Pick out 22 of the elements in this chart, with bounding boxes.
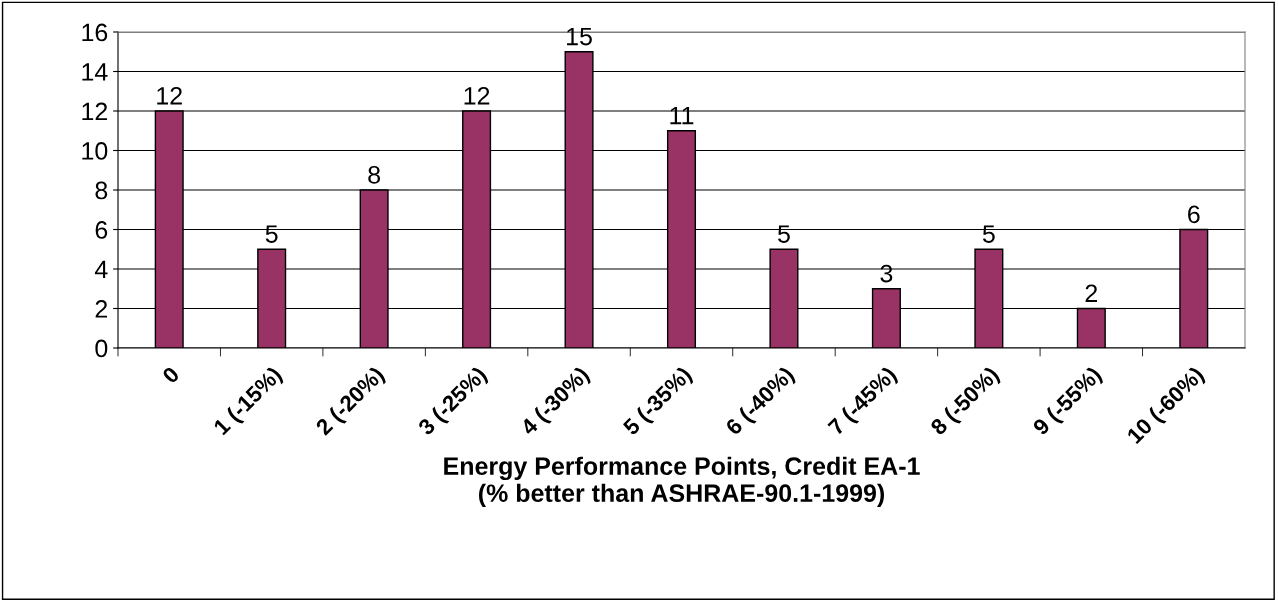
- y-tick-label: 12: [82, 102, 108, 121]
- data-label: 11: [670, 106, 694, 125]
- data-label: 15: [567, 27, 592, 46]
- y-tick-label: 6: [95, 221, 108, 239]
- data-label: 12: [157, 86, 182, 105]
- data-label: 2: [1085, 284, 1098, 302]
- y-tick-label: 0: [95, 339, 108, 358]
- x-tick-label: 0: [161, 365, 181, 385]
- y-tick-label: 10: [82, 142, 108, 160]
- y-tick-label: 14: [82, 63, 108, 81]
- y-tick-label: 2: [95, 300, 108, 318]
- data-label: 5: [265, 225, 278, 243]
- y-tick-label: 8: [95, 181, 108, 200]
- data-label: 6: [1188, 205, 1200, 224]
- y-tick-label: 16: [82, 23, 108, 42]
- data-label: 5: [982, 225, 995, 243]
- data-label: 12: [464, 86, 490, 105]
- data-label: 5: [778, 225, 790, 243]
- data-label: 8: [368, 165, 380, 184]
- x-axis-title: Energy Performance Points, Credit EA-1 (% better than ASHRAE-90.1-1999): [444, 456, 920, 507]
- data-label: 3: [880, 264, 893, 283]
- y-tick-label: 4: [94, 260, 108, 279]
